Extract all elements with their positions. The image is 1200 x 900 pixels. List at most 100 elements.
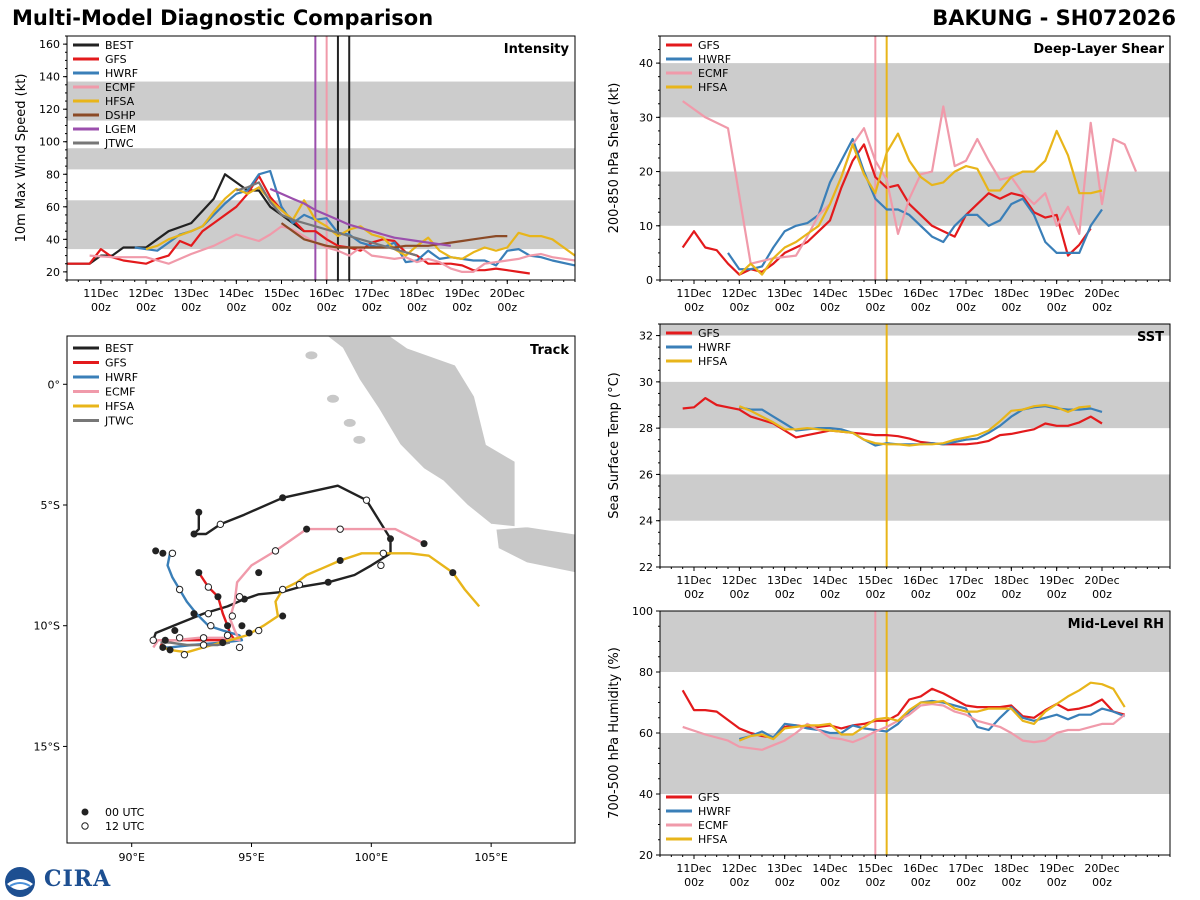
intensity-xtick-label: 19Dec [444, 287, 479, 300]
intensity-xtick-label: 00z [272, 301, 292, 314]
track-xtick-label: 100°E [355, 851, 388, 864]
track-marker-12utc [278, 585, 287, 594]
track-marker-00utc [159, 549, 167, 557]
intensity-xtick-label: 15Dec [264, 287, 299, 300]
track-marker-00utc [303, 525, 311, 533]
mentawai-island [326, 394, 339, 403]
intensity-legend-label-jtwc: JTWC [104, 137, 134, 150]
rh-xtick-label: 18Dec [994, 862, 1029, 875]
rh-series-ecmf [682, 702, 1126, 751]
track-marker-12utc [254, 626, 263, 635]
rh-xtick-label: 00z [729, 876, 749, 889]
intensity-series-jtwc [236, 181, 418, 257]
rh-ytick-label: 100 [632, 605, 653, 618]
intensity-ytick-label: 100 [39, 136, 60, 149]
track-frame [66, 335, 576, 844]
mentawai-island [305, 351, 318, 360]
track-marker-12utc [180, 650, 189, 659]
sst-series-gfs [682, 397, 1103, 446]
track-marker-12utc [204, 609, 213, 618]
rh-series-hfsa [738, 681, 1126, 742]
intensity-xtick-label: 17Dec [354, 287, 389, 300]
intensity-ytick-label: 40 [46, 233, 60, 246]
rh-xtick-label: 13Dec [767, 862, 802, 875]
rh-xtick-label: 20Dec [1084, 862, 1119, 875]
rh-ytick-label: 20 [639, 849, 653, 862]
shear-xtick-label: 11Dec [676, 287, 711, 300]
intensity-xtick-label: 00z [317, 301, 337, 314]
shear-ytick-label: 30 [639, 111, 653, 124]
rh-xtick-label: 00z [1047, 876, 1067, 889]
track-marker-00utc [245, 629, 253, 637]
sst-xtick-label: 13Dec [767, 574, 802, 587]
shear-xtick-label: 12Dec [722, 287, 757, 300]
sumatra-island [326, 336, 516, 528]
rh-xtick-label: 00z [775, 876, 795, 889]
track-xtick-label: 90°E [118, 851, 144, 864]
track-marker-00utc [214, 593, 222, 601]
shear-xtick-label: 00z [684, 301, 704, 314]
java-island [495, 526, 575, 574]
sst-xtick-label: 20Dec [1084, 574, 1119, 587]
rh-xtick-label: 00z [684, 876, 704, 889]
track-marker-00utc [190, 530, 198, 538]
shear-xtick-label: 13Dec [767, 287, 802, 300]
rh-legend-label-ecmf: ECMF [698, 819, 728, 832]
track-marker-12utc [235, 593, 244, 601]
intensity-legend-label-dshp: DSHP [105, 109, 136, 122]
shear-ytick-label: 40 [639, 57, 653, 70]
track-marker-00utc [161, 636, 169, 644]
intensity-ytick-label: 20 [46, 266, 60, 279]
intensity-xtick-label: 12Dec [128, 287, 163, 300]
intensity-xtick-label: 00z [226, 301, 246, 314]
intensity-shaded-band [67, 81, 575, 121]
intensity-shaded-band [67, 200, 575, 250]
shear-xtick-label: 18Dec [994, 287, 1029, 300]
track-marker-00utc [255, 569, 263, 577]
rh-legend-label-hfsa: HFSA [698, 833, 728, 846]
track-lines [149, 484, 481, 659]
shear-xtick-label: 00z [729, 301, 749, 314]
intensity-xtick-label: 00z [452, 301, 472, 314]
intensity-legend-label-hfsa: HFSA [105, 95, 135, 108]
track-ytick-label: 15°S [34, 740, 60, 753]
rh-xtick-label: 19Dec [1039, 862, 1074, 875]
sst-xtick-label: 19Dec [1039, 574, 1074, 587]
track-legend-label-hfsa: HFSA [105, 400, 135, 413]
shear-legend-label-ecmf: ECMF [698, 67, 728, 80]
track-ytick-label: 10°S [34, 620, 60, 633]
intensity-xtick-label: 16Dec [309, 287, 344, 300]
intensity-shaded-band [67, 148, 575, 170]
sst-xtick-label: 00z [1092, 588, 1112, 601]
track-marker-legend-label: 12 UTC [105, 820, 145, 833]
track-marker-12utc [149, 636, 157, 644]
shear-xtick-label: 00z [1047, 301, 1067, 314]
rh-ytick-label: 60 [639, 727, 653, 740]
mentawai-island [353, 435, 366, 444]
sst-xtick-label: 11Dec [676, 574, 711, 587]
shear-shaded-band [660, 63, 1170, 118]
sst-xtick-label: 00z [956, 588, 976, 601]
noaa-logo-icon [5, 867, 35, 897]
shear-panel-title: Deep-Layer Shear [1033, 42, 1164, 57]
intensity-ylabel: 10m Max Wind Speed (kt) [14, 74, 29, 243]
intensity-series-lgem [269, 187, 451, 247]
shear-xtick-label: 14Dec [812, 287, 847, 300]
shear-ytick-label: 0 [646, 274, 653, 287]
shear-legend-label-hwrf: HWRF [698, 53, 731, 66]
track-marker-00utc [386, 535, 394, 543]
sst-xtick-label: 00z [865, 588, 885, 601]
rh-ytick-label: 80 [639, 666, 653, 679]
rh-xtick-label: 16Dec [903, 862, 938, 875]
track-marker-00utc [190, 610, 198, 618]
shear-legend-label-gfs: GFS [698, 39, 720, 52]
track-marker-00utc [159, 643, 167, 651]
track-marker-00utc [195, 508, 203, 516]
track-marker-12utc [223, 631, 232, 640]
track-series-ecmf [152, 527, 425, 649]
track-marker-12utc [199, 634, 208, 642]
track-panel-title: Track [530, 343, 569, 358]
shear-xtick-label: 00z [956, 301, 976, 314]
track-xtick-label: 95°E [238, 851, 264, 864]
sst-ytick-label: 28 [639, 422, 653, 435]
